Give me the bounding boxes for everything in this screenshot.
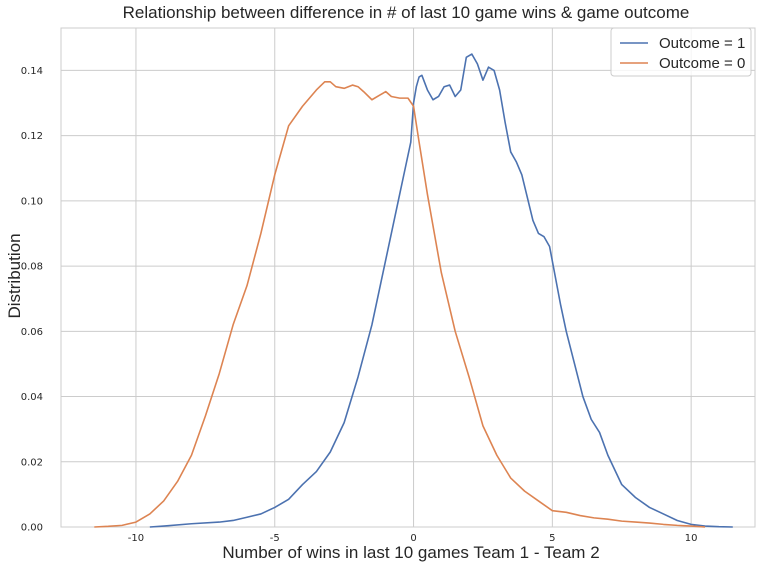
x-tick-label: 5 — [549, 533, 555, 544]
plot-area: -10 -5 0 5 10 0.000.020.040.060.080.100.120.… — [21, 27, 756, 544]
x-tick-label: 10 — [685, 533, 698, 544]
chart-title: Relationship between difference in # of … — [123, 3, 690, 22]
x-tick-label: -5 — [270, 533, 280, 544]
y-tick-label: 0.04 — [21, 392, 43, 403]
y-tick-label: 0.14 — [21, 66, 43, 77]
y-tick-label: 0.06 — [21, 327, 43, 338]
x-tick-labels: -10 -5 0 5 10 — [128, 533, 698, 544]
legend-label-outcome-0: Outcome = 0 — [659, 55, 745, 72]
x-axis-label: Number of wins in last 10 games Team 1 -… — [222, 543, 599, 562]
legend-box — [610, 27, 752, 77]
series-lines — [94, 53, 733, 528]
plot-frame — [60, 27, 756, 528]
y-axis-label: Distribution — [5, 233, 24, 318]
y-tick-label: 0.02 — [21, 457, 43, 468]
legend: Outcome = 1 Outcome = 0 — [610, 27, 752, 77]
x-tick-label: 0 — [410, 533, 416, 544]
series-line-outcome-1 — [149, 53, 733, 528]
y-tick-labels: 0.00 0.02 0.04 0.06 0.08 0.10 0.12 0.14 — [21, 66, 43, 534]
y-gridlines — [61, 69, 755, 528]
legend-label-outcome-1: Outcome = 1 — [659, 35, 745, 52]
y-tick-label: 0.10 — [21, 196, 43, 207]
y-tick-label: 0.08 — [21, 262, 43, 273]
y-tick-label: 0.12 — [21, 131, 43, 142]
y-tick-label: 0.00 — [21, 523, 43, 534]
series-line-outcome-0 — [94, 81, 706, 528]
x-tick-label: -10 — [128, 533, 144, 544]
